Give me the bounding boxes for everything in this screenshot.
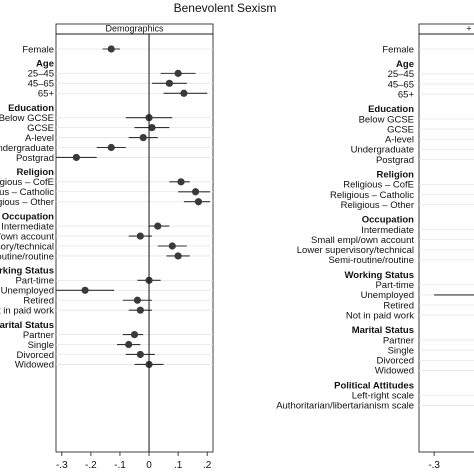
row-label-not-in-paid-work: Not in paid work	[346, 310, 414, 321]
row-label-lower-supervisory-technical: Lower supervisory/technical	[297, 245, 414, 256]
group-label-age: Age	[396, 59, 414, 70]
figure-title: Benevolent Sexism	[174, 1, 277, 15]
row-label-religious-catholic: Religious – Catholic	[0, 187, 54, 198]
x-tick-label: -.2	[85, 460, 97, 471]
plot-frame	[55, 33, 214, 453]
row-label-religious-catholic: Religious – Catholic	[330, 190, 414, 201]
panel-subtitle: Demographics	[105, 24, 164, 34]
group-label-political-attitudes: Political Attitudes	[334, 380, 414, 391]
row-label-part-time: Part-time	[375, 280, 414, 291]
row-label-a-level: A-level	[385, 135, 414, 146]
row-label-single: Single	[388, 345, 414, 356]
estimate-point-lower-supervisory-technical	[168, 242, 176, 250]
group-label-age: Age	[36, 59, 54, 70]
estimate-point-female	[107, 45, 115, 53]
estimate-point-small-empl-own-account	[136, 232, 144, 240]
row-label-below-gcse: Below GCSE	[0, 113, 54, 124]
row-label-female: Female	[22, 44, 54, 55]
row-label-religious-other: Religious – Other	[341, 200, 414, 211]
row-label-religious-cofe: Religious – CofE	[0, 177, 54, 188]
estimate-point-semi-routine-routine	[174, 252, 182, 260]
row-label-65: 65+	[38, 89, 55, 100]
row-label-a-level: A-level	[25, 133, 54, 144]
estimate-point-divorced	[136, 350, 144, 359]
group-label-working-status: Working Status	[345, 270, 415, 281]
row-label-postgrad: Postgrad	[376, 155, 414, 166]
row-label-undergraduate: Undergraduate	[0, 143, 54, 154]
row-label-postgrad: Postgrad	[16, 153, 54, 164]
group-label-religion: Religion	[377, 170, 415, 181]
group-label-marital-status: Marital Status	[352, 325, 414, 336]
x-tick-label: -.3	[56, 460, 68, 471]
group-label-education: Education	[8, 103, 54, 114]
estimate-point-45-65	[165, 79, 173, 87]
estimate-point-undergraduate	[107, 143, 115, 152]
estimate-point-65	[180, 89, 188, 97]
group-label-religion: Religion	[17, 167, 55, 178]
estimate-point-intermediate	[154, 222, 162, 230]
group-label-occupation: Occupation	[362, 215, 414, 226]
panel-subtitle: +	[466, 24, 471, 34]
x-tick-label: -.3	[428, 460, 440, 471]
row-label-partner: Partner	[23, 330, 54, 341]
group-label-working-status: Working Status	[0, 266, 54, 277]
row-label-gcse: GCSE	[27, 123, 54, 134]
row-label-25-45: 25–45	[28, 69, 54, 80]
row-label-female: Female	[382, 44, 414, 55]
estimate-point-religious-cofe	[177, 178, 185, 186]
estimate-point-partner	[130, 330, 139, 339]
row-label-below-gcse: Below GCSE	[359, 114, 414, 125]
row-label-retired: Retired	[383, 300, 414, 311]
row-label-left-right-scale: Left-right scale	[352, 391, 414, 402]
estimate-point-unemployed	[81, 286, 89, 294]
row-label-gcse: GCSE	[387, 124, 414, 135]
estimate-point-a-level	[139, 133, 147, 142]
estimate-point-single	[125, 340, 133, 349]
row-label-religious-cofe: Religious – CofE	[343, 180, 414, 191]
row-label-undergraduate: Undergraduate	[351, 145, 414, 156]
estimate-point-gcse	[148, 124, 156, 132]
row-label-semi-routine-routine: Semi-routine/routine	[328, 255, 414, 266]
estimate-point-retired	[133, 296, 142, 304]
row-label-semi-routine-routine: Semi-routine/routine	[0, 251, 54, 262]
row-label-widowed: Widowed	[375, 366, 414, 377]
x-tick-label: -.1	[114, 460, 126, 471]
row-label-unemployed: Unemployed	[361, 290, 414, 301]
row-label-partner: Partner	[383, 335, 414, 346]
estimate-point-postgrad	[72, 153, 80, 162]
row-label-25-45: 25–45	[388, 69, 414, 80]
row-label-intermediate: Intermediate	[361, 225, 414, 236]
row-label-65: 65+	[398, 89, 415, 100]
estimate-point-25-45	[174, 69, 182, 77]
estimate-point-not-in-paid-work	[136, 306, 144, 314]
x-tick-label: .2	[203, 460, 212, 471]
row-label-divorced: Divorced	[377, 356, 415, 367]
row-label-45-65: 45–65	[388, 79, 414, 90]
group-label-education: Education	[368, 104, 414, 115]
row-label-small-empl-own-account: Small empl/own account	[311, 235, 414, 246]
x-tick-label: 0	[146, 460, 152, 471]
group-label-occupation: Occupation	[2, 211, 54, 222]
row-label-lower-supervisory-technical: Lower supervisory/technical	[0, 241, 54, 252]
row-label-45-65: 45–65	[28, 79, 54, 90]
x-tick-label: .1	[174, 460, 183, 471]
row-label-widowed: Widowed	[15, 360, 54, 371]
row-label-small-empl-own-account: Small empl/own account	[0, 231, 54, 242]
row-label-not-in-paid-work: Not in paid work	[0, 305, 54, 316]
row-label-part-time: Part-time	[15, 276, 54, 287]
plot-frame	[418, 33, 474, 453]
row-label-divorced: Divorced	[17, 350, 55, 361]
row-label-unemployed: Unemployed	[1, 286, 54, 297]
row-label-single: Single	[28, 340, 54, 351]
row-label-religious-other: Religious – Other	[0, 197, 54, 208]
estimate-point-religious-catholic	[191, 188, 200, 196]
row-label-authoritarian-libertarianism-scale: Authoritarian/libertarianism scale	[276, 401, 414, 412]
group-label-marital-status: Marital Status	[0, 320, 54, 331]
row-label-retired: Retired	[23, 296, 54, 307]
row-label-intermediate: Intermediate	[1, 221, 54, 232]
estimate-point-religious-other	[194, 198, 203, 206]
